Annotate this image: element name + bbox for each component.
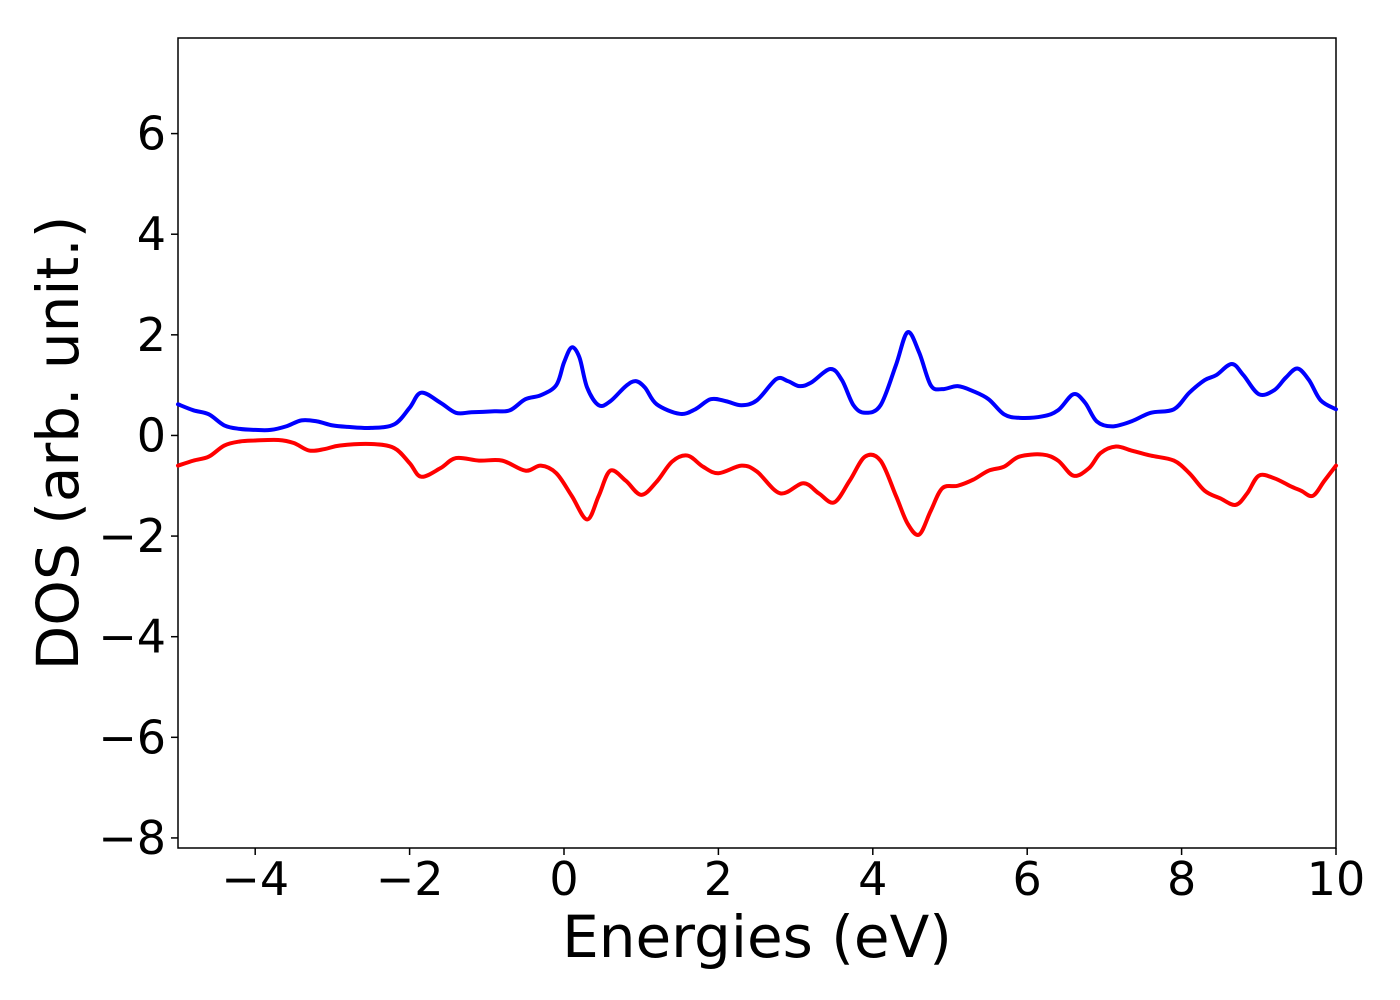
series-layer (176, 330, 1338, 537)
x-tick-label: −4 (221, 852, 289, 906)
x-tick-label: 6 (1013, 852, 1042, 906)
x-tick-label: 10 (1307, 852, 1366, 906)
x-axis-title: Energies (eV) (562, 903, 952, 971)
x-tick-label: 0 (549, 852, 578, 906)
dos-series-line-blue (176, 330, 1338, 433)
x-axis-ticks: −4 −2 0 2 4 6 8 10 (221, 848, 1365, 906)
y-tick-label: −2 (98, 509, 166, 563)
y-tick-label: 4 (137, 207, 166, 261)
y-tick-label: −6 (98, 710, 166, 764)
x-tick-label: 4 (858, 852, 887, 906)
y-axis-title: DOS (arb. unit.) (24, 216, 92, 671)
y-tick-label: 0 (137, 408, 166, 462)
y-tick-label: 6 (137, 107, 166, 161)
plot-frame (177, 37, 1337, 849)
x-tick-label: −2 (376, 852, 444, 906)
dos-series-line-red (176, 437, 1338, 537)
y-tick-label: 2 (137, 308, 166, 362)
x-tick-label: 2 (704, 852, 733, 906)
x-tick-label: 8 (1167, 852, 1196, 906)
y-tick-label: −4 (98, 610, 166, 664)
y-tick-label: −8 (98, 811, 166, 865)
y-axis-ticks: −8 −6 −4 −2 0 2 4 6 (98, 107, 178, 865)
